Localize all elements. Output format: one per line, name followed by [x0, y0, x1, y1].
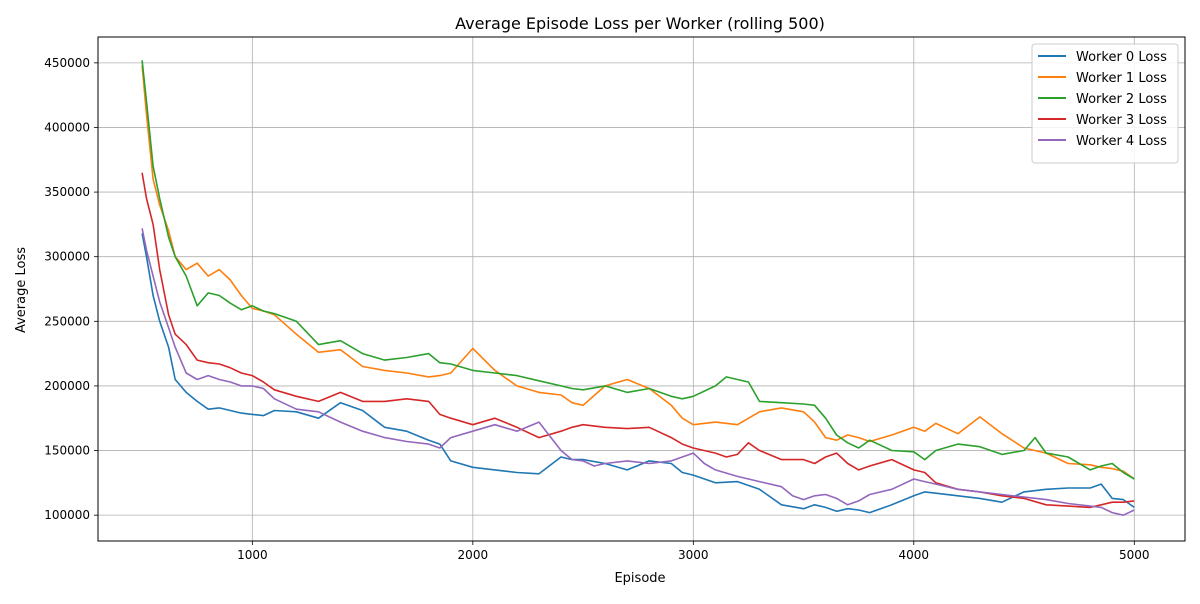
y-tick-label: 350000	[44, 185, 90, 199]
legend-label: Worker 0 Loss	[1076, 50, 1167, 65]
y-axis-label: Average Loss	[14, 247, 29, 333]
y-tick-label: 400000	[44, 120, 90, 134]
y-tick-label: 200000	[44, 379, 90, 393]
x-axis-label: Episode	[614, 571, 665, 586]
grid-lines	[98, 37, 1185, 541]
x-tick-label: 4000	[899, 548, 930, 562]
legend-label: Worker 4 Loss	[1076, 134, 1167, 149]
x-tick-label: 2000	[458, 548, 489, 562]
legend-label: Worker 2 Loss	[1076, 92, 1167, 107]
y-tick-label: 100000	[44, 508, 90, 522]
y-tick-label: 300000	[44, 250, 90, 264]
series-line-worker-4	[141, 228, 1135, 517]
series-line-worker-3	[141, 172, 1135, 509]
series-line-worker-2	[141, 60, 1135, 480]
legend-label: Worker 3 Loss	[1076, 113, 1167, 128]
x-tick-label: 5000	[1119, 548, 1150, 562]
series-lines	[141, 60, 1135, 517]
y-tick-label: 150000	[44, 444, 90, 458]
axis-ticks: 1000 2000 3000 4000 5000 100000 150000 200000 25…	[44, 56, 1149, 562]
plot-frame	[97, 36, 1186, 542]
x-tick-label: 1000	[237, 548, 268, 562]
legend-box	[1031, 43, 1179, 164]
x-tick-label: 3000	[678, 548, 709, 562]
y-tick-label: 450000	[44, 56, 90, 70]
legend: Worker 0 Loss Worker 1 Loss Worker 2 Loss W…	[1031, 43, 1179, 164]
y-tick-label: 250000	[44, 314, 90, 328]
chart-title: Average Episode Loss per Worker (rolling…	[455, 14, 825, 33]
legend-label: Worker 1 Loss	[1076, 71, 1167, 86]
